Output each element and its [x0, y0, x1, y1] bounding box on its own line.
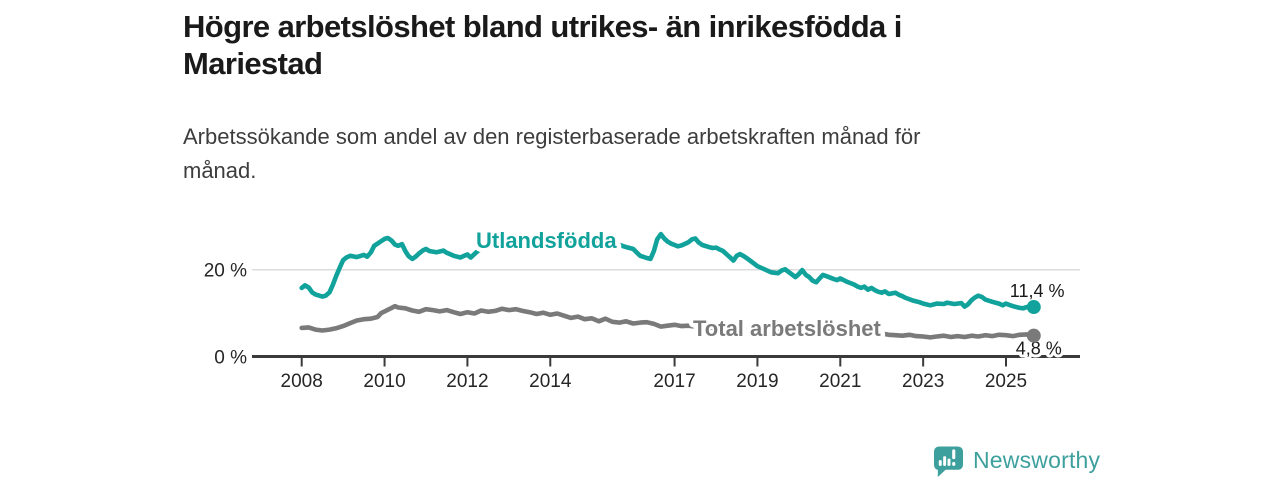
x-tick-label-2014: 2014 — [529, 371, 572, 392]
chart-subtitle-line-2: månad. — [183, 158, 257, 183]
x-tick-label-2008: 2008 — [281, 371, 323, 392]
series-end-dot-total — [1026, 328, 1041, 343]
x-tick-label-2012: 2012 — [446, 371, 488, 392]
logo-exclamation-stem — [952, 449, 956, 460]
chart-subtitle: Arbetssökande som andel av den registerb… — [183, 120, 1063, 188]
page-title-line-1: Högre arbetslöshet bland utrikes- än inr… — [183, 9, 902, 44]
series-line-utlandsfodda — [299, 231, 1037, 311]
series-label-total: Total arbetslöshet — [693, 316, 882, 341]
logo-bar-2 — [943, 456, 947, 466]
end-value-label-utlandsfodda: 11,4 % — [1010, 281, 1065, 301]
x-tick-label-2025: 2025 — [985, 371, 1027, 392]
logo-exclamation-dot — [952, 462, 956, 466]
logo-bar-1 — [938, 460, 942, 466]
x-tick-label-2017: 2017 — [653, 371, 695, 392]
logo-bar-3 — [947, 458, 951, 466]
chart-subtitle-line-1: Arbetssökande som andel av den registerb… — [183, 124, 921, 149]
x-tick-label-2019: 2019 — [736, 371, 778, 392]
x-tick-label-2023: 2023 — [902, 371, 944, 392]
brand-name: Newsworthy — [973, 447, 1101, 473]
brand: Newsworthy — [933, 445, 1100, 479]
series-label-utlandsfodda: Utlandsfödda — [476, 228, 617, 253]
y-tick-label-0: 0 % — [214, 348, 247, 369]
x-tick-label-2010: 2010 — [363, 371, 405, 392]
page-title-line-2: Mariestad — [183, 46, 323, 81]
newsworthy-logo-icon — [933, 446, 964, 478]
series-end-dot-utlandsfodda — [1026, 300, 1041, 315]
y-tick-label-20: 20 % — [204, 261, 247, 282]
end-value-label-total: 4,8 % — [1016, 339, 1062, 359]
series-line-total — [299, 303, 1037, 340]
x-tick-label-2021: 2021 — [819, 371, 861, 392]
page-title: Högre arbetslöshet bland utrikes- än inr… — [183, 8, 1083, 82]
